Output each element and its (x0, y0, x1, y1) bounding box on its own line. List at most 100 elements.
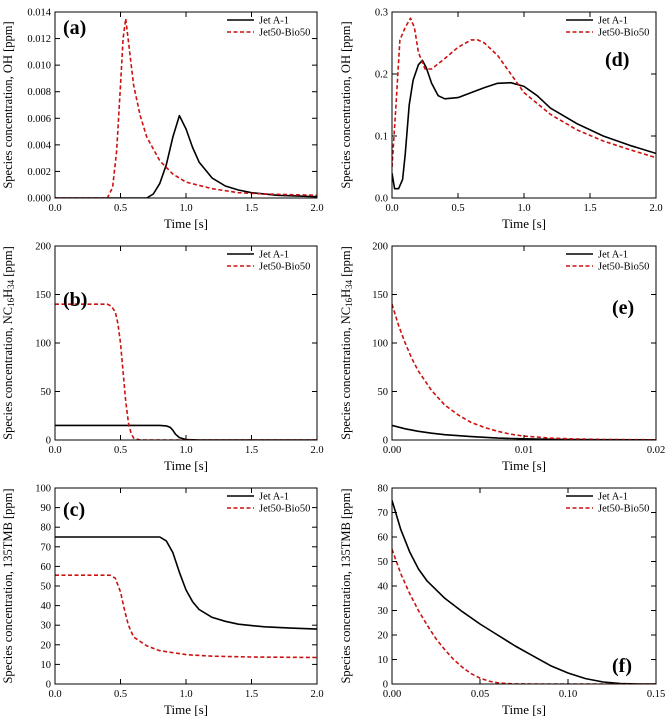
y-tick-label: 150 (372, 290, 388, 301)
x-tick-label: 0.5 (451, 203, 464, 214)
series-line-jet50-bio50 (55, 17, 317, 198)
legend-label: Jet50-Bio50 (259, 28, 310, 39)
x-tick-label: 1.0 (179, 445, 192, 456)
panel-b: 0.0 0.5 1.0 1.5 2.0 0 50 100 150 200 Time [s] Speci… (1, 242, 324, 474)
y-axis-label: Species concentration, 135TMB [ppm] (1, 488, 15, 683)
x-tick-label: 0.15 (647, 689, 665, 700)
x-axis-label: Time [s] (164, 702, 208, 717)
y-axis-label-part: [ppm] (339, 246, 353, 280)
x-tick-label: 1.5 (245, 445, 258, 456)
legend-label: Jet A-1 (259, 250, 289, 261)
y-tick-label: 30 (41, 621, 52, 632)
x-tick-label: 1.0 (179, 689, 192, 700)
x-tick-label: 0.00 (383, 689, 401, 700)
x-tick-label: 0.0 (48, 445, 61, 456)
x-tick-label: 0.5 (114, 445, 127, 456)
legend-label: Jet A-1 (598, 16, 628, 27)
y-axis-label-part: Species concentration, OH [ppm] (1, 21, 15, 188)
panel-label: (a) (63, 17, 86, 39)
series-line-jet50-bio50 (55, 303, 317, 440)
y-tick-label: 100 (35, 339, 51, 350)
y-axis-label-part: Species concentration, NC (1, 307, 15, 440)
y-tick-label: 0 (46, 680, 51, 691)
y-tick-label: 10 (378, 655, 389, 666)
x-tick-label: 1.0 (179, 203, 192, 214)
y-tick-label: 0.2 (375, 70, 388, 81)
y-tick-label: 50 (378, 557, 389, 568)
plot-frame (391, 11, 657, 199)
y-tick-label: 80 (378, 484, 389, 495)
y-tick-label: 30 (378, 606, 389, 617)
x-axis-label: Time [s] (502, 702, 546, 717)
y-axis-label-part: Species concentration, 135TMB [ppm] (339, 488, 353, 683)
x-tick-label: 0.0 (48, 689, 61, 700)
x-tick-label: 2.0 (649, 203, 662, 214)
y-tick-label: 200 (372, 242, 388, 253)
y-axis-label-part: Species concentration, NC (339, 307, 353, 440)
y-tick-label: 0.3 (375, 8, 388, 19)
series-line-jet50-bio50 (392, 303, 656, 440)
panel-label: (b) (63, 289, 87, 311)
y-axis-label: Species concentration, NC16H34 [ppm] (339, 246, 354, 440)
y-axis-label: Species concentration, OH [ppm] (1, 21, 15, 188)
y-tick-label: 0 (383, 436, 388, 447)
y-tick-label: 0 (383, 680, 388, 691)
y-axis-label: Species concentration, OH [ppm] (339, 21, 353, 188)
panel-d: 0.0 0.5 1.0 1.5 2.0 0.0 0.1 0.2 0.3 Time [s] Speci… (339, 8, 663, 232)
y-tick-label: 90 (41, 503, 52, 514)
y-tick-label: 20 (378, 631, 389, 642)
y-tick-label: 70 (378, 508, 389, 519)
y-tick-label: 0.002 (27, 167, 51, 178)
x-tick-label: 2.0 (310, 689, 323, 700)
x-tick-label: 0.02 (647, 445, 665, 456)
x-axis-label: Time [s] (164, 216, 208, 231)
y-tick-label: 70 (41, 542, 52, 553)
x-tick-label: 2.0 (310, 203, 323, 214)
y-axis-label-part: 16 (344, 297, 354, 307)
y-tick-label: 0.004 (27, 140, 51, 151)
panel-f: 0.00 0.05 0.10 0.15 0 10 20 30 40 50 60 70 80 Time [s… (339, 484, 665, 718)
x-tick-label: 0.5 (114, 689, 127, 700)
y-tick-label: 0.000 (27, 194, 51, 205)
y-tick-label: 20 (41, 640, 52, 651)
y-axis-label-part: 16 (6, 297, 16, 307)
y-tick-label: 0.006 (27, 114, 51, 125)
x-tick-label: 0.01 (515, 445, 533, 456)
legend-label: Jet50-Bio50 (598, 504, 649, 515)
x-tick-label: 0.10 (559, 689, 577, 700)
legend-label: Jet50-Bio50 (259, 504, 310, 515)
y-tick-label: 50 (41, 582, 52, 593)
y-tick-label: 150 (35, 290, 51, 301)
x-axis-label: Time [s] (164, 458, 208, 473)
x-tick-label: 0.00 (383, 445, 401, 456)
panel-label: (e) (612, 297, 634, 319)
x-tick-label: 0.5 (114, 203, 127, 214)
panel-c: 0.0 0.5 1.0 1.5 2.0 0 10 20 30 40 50 60 70 80 90 100 Tim… (1, 484, 324, 718)
y-tick-label: 0.014 (27, 8, 51, 19)
y-tick-label: 60 (41, 562, 52, 573)
y-tick-label: 80 (41, 523, 52, 534)
y-tick-label: 0.012 (27, 34, 51, 45)
plot-frame (54, 11, 318, 199)
x-tick-label: 1.5 (245, 203, 258, 214)
series-line-jet50-bio50 (55, 574, 317, 659)
legend-label: Jet A-1 (259, 492, 289, 503)
y-tick-label: 0.1 (375, 132, 388, 143)
y-tick-label: 0.0 (375, 194, 388, 205)
y-tick-label: 0.008 (27, 87, 51, 98)
x-axis-label: Time [s] (502, 458, 546, 473)
y-tick-label: 40 (378, 582, 389, 593)
y-tick-label: 10 (41, 660, 52, 671)
y-tick-label: 40 (41, 601, 52, 612)
y-axis-label-part: H (1, 289, 15, 298)
x-tick-label: 1.0 (517, 203, 530, 214)
x-axis-label: Time [s] (502, 216, 546, 231)
x-tick-label: 2.0 (310, 445, 323, 456)
panel-label: (c) (63, 499, 85, 521)
legend-label: Jet50-Bio50 (598, 28, 649, 39)
legend-label: Jet A-1 (598, 492, 628, 503)
